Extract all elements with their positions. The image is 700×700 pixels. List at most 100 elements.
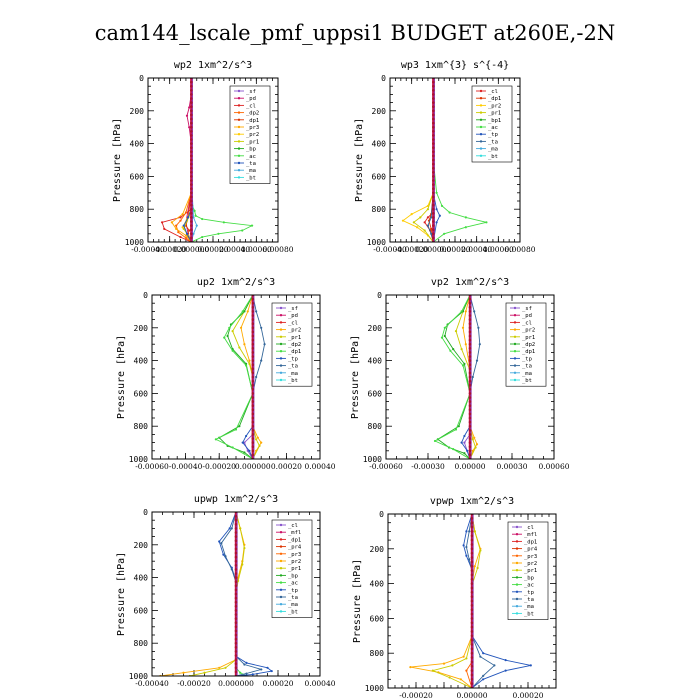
zero-line-marker [468,379,472,383]
zero-line-marker [470,525,474,529]
legend-marker [279,559,283,563]
series-marker [426,216,430,219]
zero-line-marker [432,187,435,190]
series-marker [177,231,180,234]
series-marker [415,226,419,229]
zero-line-marker [432,80,435,84]
series-marker [270,669,273,673]
y-tick-label: 600 [368,389,383,398]
zero-line-marker [468,359,472,362]
zero-line-marker [468,453,472,457]
legend-label: _cl [288,523,298,529]
zero-line-marker [234,641,238,645]
zero-line-marker [190,166,193,170]
legend-marker [237,140,241,143]
zero-line-marker [468,371,472,375]
zero-line-marker [468,437,472,440]
series-marker [186,216,190,219]
zero-line-marker [470,669,474,672]
zero-line-marker [470,656,474,659]
zero-line-marker [251,338,255,342]
zero-line-marker [432,232,435,236]
series-marker [475,359,479,362]
series-marker [241,229,244,232]
y-tick-label: 400 [370,580,385,589]
legend-marker [237,125,241,129]
zero-line-marker [251,404,255,408]
zero-line-marker [190,150,193,154]
series-marker [201,235,204,239]
zero-line-marker [470,617,474,620]
chart-panel-4: vp2 1xm^2/s^3 Pressure [hPa] 0 200 400 600 800… [350,277,570,471]
series-marker [442,662,446,665]
series-marker [246,310,249,313]
legend-marker [479,89,483,93]
zero-line-marker [468,330,472,334]
zero-line-marker [468,314,472,317]
legend-marker [513,342,517,346]
series-marker [224,555,227,558]
legend-label: _ma [488,147,498,153]
x-tick-label: -0.00030 [411,462,445,471]
chart-panel-2: wp3 1xm^{3} s^{-4} Pressure [hPa] 0 200 400 6… [354,60,536,254]
series-marker [465,554,468,557]
series-line-pr2 [410,514,481,688]
legend-marker [279,357,283,360]
zero-line-marker [190,138,193,141]
zero-line-marker [190,224,193,227]
legend-marker [279,610,283,613]
series-marker [454,428,458,431]
zero-line-marker [432,199,435,203]
legend-label: _pr2 [246,132,259,138]
series-marker [179,216,182,219]
legend-label: _pr3 [246,125,259,131]
legend-label: _bp [246,147,256,153]
series-marker [471,438,474,441]
zero-line-marker [190,183,193,186]
series-marker [443,326,446,329]
x-tick-label: -0.00060 [135,462,169,471]
legend-label: _tp [288,356,298,362]
legend-label: _tp [488,132,498,138]
series-marker [448,676,451,679]
series-marker [529,664,532,667]
zero-line-marker [468,396,472,399]
series-marker [478,343,481,346]
series-marker [412,221,415,224]
zero-line-marker [190,142,193,145]
zero-line-marker [234,650,238,653]
zero-line-marker [190,117,193,121]
zero-line-marker [468,449,472,453]
series-marker [482,674,485,677]
legend-label: _pr2 [524,561,537,567]
y-tick-label: 1000 [129,455,148,464]
legend-label: _ta [488,139,498,145]
legend-marker [479,154,483,157]
legend-marker [513,306,517,310]
chart-panel-1: wp2 1xm^2/s^3 Pressure [hPa] 0 200 400 600 800… [112,60,294,254]
zero-line-marker [468,326,472,330]
zero-line-marker [234,588,238,592]
legend-marker [279,574,283,577]
legend-marker [515,525,519,529]
series-marker [241,441,244,444]
legend-marker [515,554,519,557]
series-marker [468,530,471,533]
plot-frame [389,77,521,243]
zero-line-marker [251,330,255,334]
y-tick-label: 0 [377,291,382,300]
zero-line-marker [432,101,435,104]
series-marker [217,232,220,235]
legend-box [507,521,549,620]
legend-label: _pr1 [522,335,535,341]
y-tick-label: 200 [134,324,149,333]
series-marker [443,334,446,338]
legend-label: _ta [288,364,298,370]
x-tick-label: 0.000000 [235,462,271,471]
zero-line-marker [234,600,238,604]
series-marker [423,229,426,232]
x-tick-label: 0.000000 [415,245,451,254]
zero-line-marker [190,212,193,215]
legend-label: _bp [288,573,298,579]
zero-line-marker [432,166,435,170]
